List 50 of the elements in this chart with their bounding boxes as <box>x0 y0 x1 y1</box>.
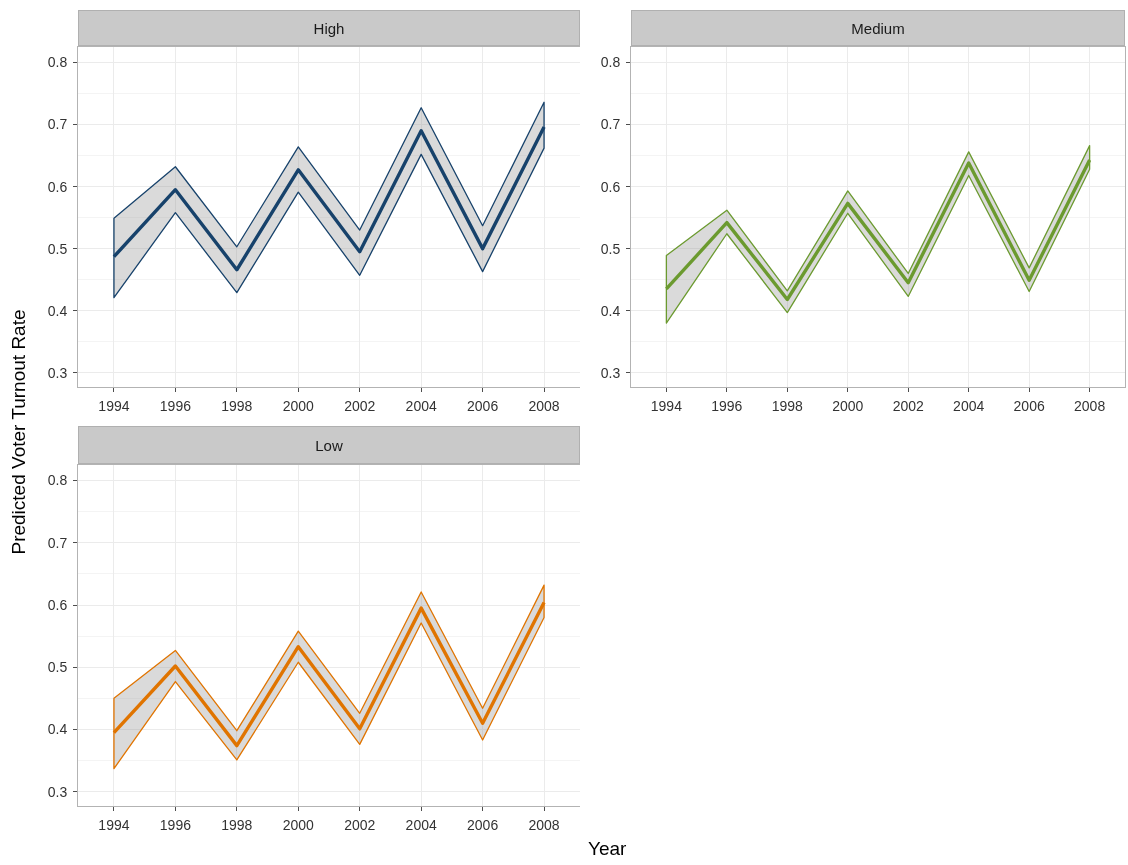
y-tick-label: 0.5 <box>600 240 621 257</box>
x-tick-label: 2006 <box>467 397 499 414</box>
x-tick-label: 1998 <box>221 397 253 414</box>
y-tick-label: 0.6 <box>47 596 68 613</box>
x-tick-label: 1998 <box>771 397 804 414</box>
x-tick-label: 2008 <box>528 397 560 414</box>
x-tick-label: 1996 <box>711 397 743 414</box>
x-tick-label: 2004 <box>953 397 985 414</box>
x-tick-label: 2000 <box>282 816 315 833</box>
y-tick-label: 0.7 <box>47 534 68 551</box>
x-tick-label: 2006 <box>1013 397 1045 414</box>
x-tick-label: 2008 <box>528 816 560 833</box>
y-tick-label: 0.3 <box>47 364 68 381</box>
x-tick-label: 2004 <box>405 397 437 414</box>
x-tick-label: 2006 <box>467 816 499 833</box>
chart-title: Medium <box>851 19 905 37</box>
x-tick-label: 1998 <box>221 816 253 833</box>
y-tick-label: 0.7 <box>600 116 621 133</box>
x-tick-label: 1994 <box>98 816 130 833</box>
y-tick-label: 0.5 <box>47 240 68 257</box>
y-tick-label: 0.5 <box>47 659 68 676</box>
y-tick-label: 0.3 <box>600 364 621 381</box>
chart-title: Low <box>315 436 343 454</box>
y-tick-label: 0.8 <box>47 54 68 71</box>
y-axis-title: Predicted Voter Turnout Rate <box>7 309 29 555</box>
x-tick-label: 2004 <box>405 816 437 833</box>
x-tick-label: 2002 <box>344 397 376 414</box>
y-tick-label: 0.8 <box>47 472 68 489</box>
y-tick-label: 0.4 <box>47 721 68 738</box>
chart-title: High <box>313 19 345 37</box>
x-tick-label: 2002 <box>344 816 376 833</box>
line-series <box>664 158 1092 302</box>
y-tick-label: 0.4 <box>600 302 621 319</box>
y-tick-label: 0.3 <box>47 783 68 800</box>
line-series <box>112 600 546 748</box>
x-tick-label: 1996 <box>159 816 192 833</box>
y-tick-label: 0.7 <box>47 116 68 133</box>
x-tick-label: 2000 <box>832 397 864 414</box>
y-tick-label: 0.6 <box>47 178 68 195</box>
x-axis-title: Year <box>588 838 627 860</box>
x-tick-label: 1996 <box>159 397 192 414</box>
x-tick-label: 2002 <box>892 397 925 414</box>
x-tick-label: 1994 <box>98 397 130 414</box>
x-tick-label: 2008 <box>1074 397 1106 414</box>
x-tick-label: 1994 <box>650 397 683 414</box>
line-series <box>112 125 546 272</box>
y-tick-label: 0.8 <box>600 54 621 71</box>
x-tick-label: 2000 <box>282 397 315 414</box>
y-tick-label: 0.4 <box>47 302 68 319</box>
y-tick-label: 0.6 <box>600 178 621 195</box>
